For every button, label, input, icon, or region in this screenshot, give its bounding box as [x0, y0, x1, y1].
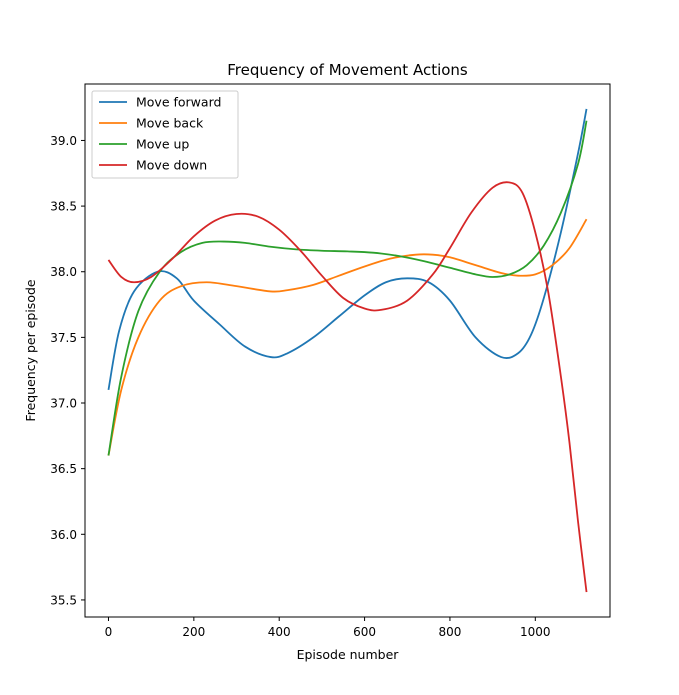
x-tick-label: 400	[268, 625, 291, 639]
y-tick-label: 35.5	[50, 593, 77, 607]
y-tick-label: 38.0	[50, 265, 77, 279]
y-tick-label: 39.0	[50, 134, 77, 148]
x-axis-label: Episode number	[297, 647, 400, 662]
x-tick-label: 600	[353, 625, 376, 639]
y-tick-label: 37.0	[50, 397, 77, 411]
series-line-move-back	[107, 218, 588, 456]
legend-label-move-up: Move up	[136, 137, 189, 152]
y-axis-label: Frequency per episode	[23, 279, 38, 421]
y-tick-label: 37.5	[50, 331, 77, 345]
x-tick-label: 1000	[520, 625, 551, 639]
legend-box	[91, 90, 239, 179]
plot-frame	[84, 83, 611, 618]
y-axis-ticks: 35.5 36.0 36.5 37.0 37.5 38.0 38.5 39.0	[50, 134, 85, 607]
y-tick-label: 36.0	[50, 528, 77, 542]
x-tick-label: 200	[182, 625, 205, 639]
legend-label-move-down: Move down	[136, 158, 207, 173]
series-line-move-down	[107, 181, 588, 593]
legend-label-move-back: Move back	[136, 116, 204, 131]
x-axis-ticks: 0 200 400 600 800 1000	[105, 617, 551, 639]
series-line-move-forward	[107, 108, 588, 391]
series-layer	[107, 108, 588, 593]
x-tick-label: 0	[105, 625, 113, 639]
y-tick-label: 38.5	[50, 200, 77, 214]
legend: Move forward Move back Move up Move down	[91, 90, 239, 179]
legend-label-move-forward: Move forward	[136, 95, 221, 110]
y-tick-label: 36.5	[50, 462, 77, 476]
x-tick-label: 800	[438, 625, 461, 639]
chart-title: Frequency of Movement Actions	[227, 61, 468, 79]
